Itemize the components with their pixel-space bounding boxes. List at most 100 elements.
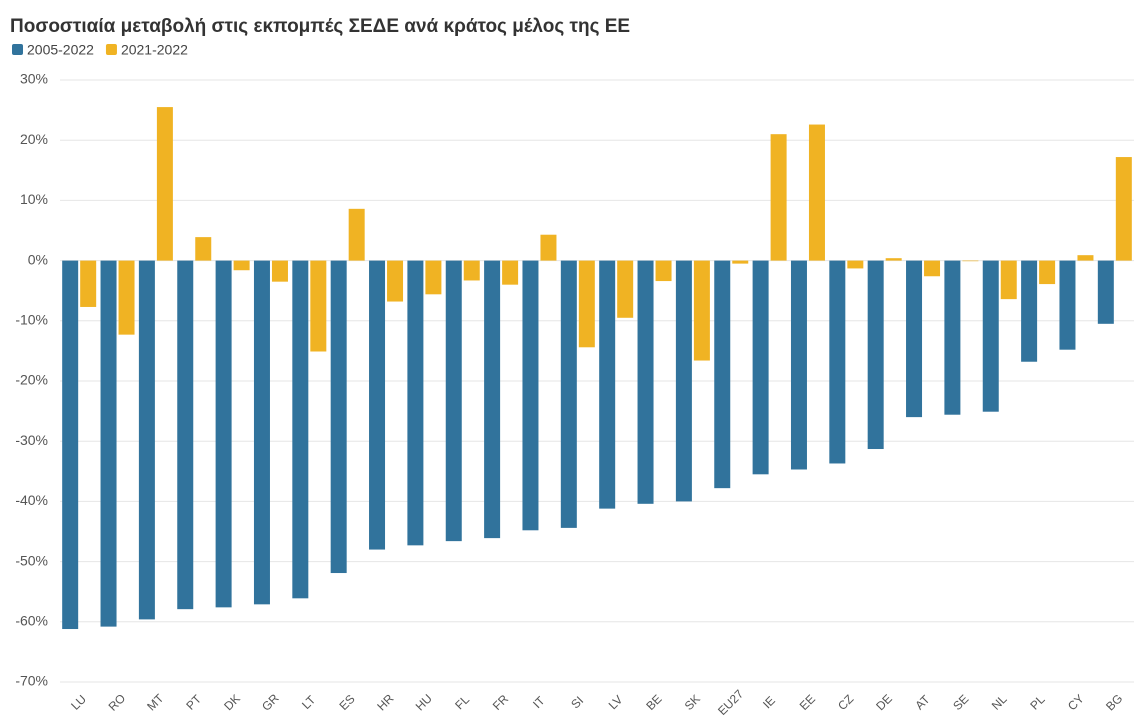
x-tick-label: PT xyxy=(183,692,204,713)
bar xyxy=(808,124,825,261)
x-tick-label: PL xyxy=(1027,692,1048,713)
bar xyxy=(867,260,884,450)
bar xyxy=(177,260,194,610)
bar xyxy=(962,260,979,262)
y-tick-label: -70% xyxy=(15,673,48,689)
bar xyxy=(1000,260,1017,300)
bar xyxy=(310,260,327,352)
x-tick-label: CY xyxy=(1065,692,1087,714)
y-tick-label: 0% xyxy=(28,251,48,267)
y-tick-label: 30% xyxy=(20,71,48,87)
bar xyxy=(292,260,309,599)
bar xyxy=(617,260,634,318)
y-tick-label: 20% xyxy=(20,131,48,147)
x-tick-label: EU27 xyxy=(715,687,746,716)
y-tick-label: 10% xyxy=(20,191,48,207)
bar xyxy=(233,260,250,271)
bar xyxy=(445,260,462,542)
bar xyxy=(330,260,347,574)
bar xyxy=(502,260,519,285)
x-tick-label: AT xyxy=(912,692,933,713)
bar xyxy=(944,260,961,415)
x-tick-label: GR xyxy=(259,691,282,714)
bar xyxy=(522,260,539,531)
bar xyxy=(732,260,749,264)
x-tick-label: RO xyxy=(106,691,129,714)
x-tick-label: SI xyxy=(568,693,586,711)
bar xyxy=(100,260,117,627)
x-tick-label: CZ xyxy=(835,692,856,713)
y-tick-label: -30% xyxy=(15,432,48,448)
bar xyxy=(271,260,288,282)
bar xyxy=(195,237,212,261)
legend-swatch xyxy=(12,44,23,55)
x-tick-label: HU xyxy=(413,691,435,713)
x-tick-label: LV xyxy=(606,693,626,713)
bar xyxy=(578,260,595,348)
y-tick-label: -50% xyxy=(15,552,48,568)
x-tick-label: ES xyxy=(336,692,357,713)
bar xyxy=(1021,260,1038,362)
bar xyxy=(637,260,654,504)
bar xyxy=(1115,157,1132,261)
y-tick-label: -40% xyxy=(15,492,48,508)
x-tick-label: LU xyxy=(68,692,89,713)
bar xyxy=(407,260,424,546)
bar xyxy=(982,260,999,412)
x-tick-label: EE xyxy=(797,692,818,713)
bar xyxy=(714,260,731,489)
bar xyxy=(675,260,692,502)
bar xyxy=(924,260,941,277)
x-tick-label: BG xyxy=(1103,691,1125,713)
x-tick-label: BE xyxy=(643,692,664,713)
legend-swatch xyxy=(105,44,117,55)
bar xyxy=(599,260,616,509)
x-tick-label: IT xyxy=(530,693,548,711)
bar xyxy=(540,234,557,261)
x-tick-label: NL xyxy=(989,692,1010,713)
bar xyxy=(1077,255,1094,261)
bar xyxy=(156,107,173,261)
bar xyxy=(348,208,365,261)
bar xyxy=(560,260,577,528)
bar xyxy=(790,260,807,470)
bar xyxy=(62,260,79,630)
legend-label: 2021-2022 xyxy=(121,42,188,58)
x-tick-label: SE xyxy=(950,692,971,713)
bar xyxy=(369,260,386,550)
bar xyxy=(425,260,442,295)
bar xyxy=(1059,260,1076,350)
bar xyxy=(693,260,710,361)
x-tick-label: FR xyxy=(490,692,511,713)
y-tick-label: -20% xyxy=(15,372,48,388)
bar xyxy=(655,260,672,282)
bar xyxy=(253,260,270,605)
bar xyxy=(118,260,135,335)
x-tick-label: LT xyxy=(299,692,319,712)
x-tick-label: FL xyxy=(452,692,472,712)
bar xyxy=(829,260,846,464)
bar xyxy=(215,260,232,608)
bar xyxy=(752,260,769,475)
x-tick-label: HR xyxy=(374,691,396,713)
bar xyxy=(906,260,923,418)
bar xyxy=(463,260,480,281)
legend-label: 2005-2022 xyxy=(27,42,94,58)
x-tick-label: MT xyxy=(144,691,167,714)
bar xyxy=(1039,260,1056,285)
bar xyxy=(770,134,787,261)
y-tick-label: -10% xyxy=(15,312,48,328)
bar xyxy=(138,260,155,620)
bar xyxy=(885,258,902,261)
bar xyxy=(1097,260,1114,324)
x-tick-label: DK xyxy=(221,692,243,714)
y-tick-label: -60% xyxy=(15,613,48,629)
bar xyxy=(80,260,97,307)
chart-title: Ποσοστιαία μεταβολή στις εκπομπές ΣΕΔΕ α… xyxy=(10,16,630,37)
bar xyxy=(387,260,404,302)
x-tick-label: IE xyxy=(760,693,778,711)
x-tick-label: DE xyxy=(873,692,895,714)
bar xyxy=(484,260,501,539)
bar xyxy=(847,260,864,269)
